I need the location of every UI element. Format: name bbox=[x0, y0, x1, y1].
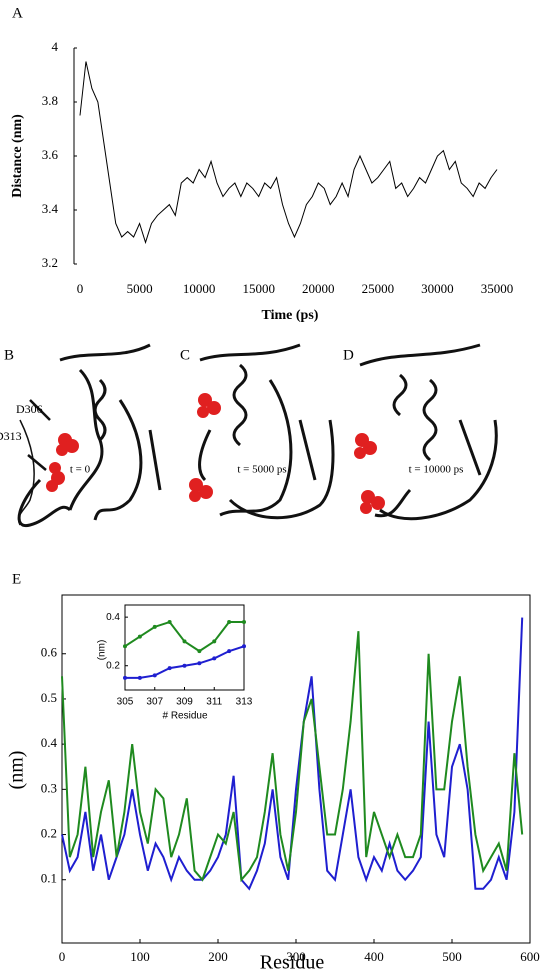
marker bbox=[197, 661, 202, 666]
x-tick-label: 309 bbox=[176, 697, 193, 708]
marker bbox=[182, 663, 187, 668]
marker bbox=[227, 649, 232, 654]
x-tick-label: 311 bbox=[206, 697, 222, 708]
x-tick-label: 5000 bbox=[127, 281, 153, 296]
x-tick-label: 305 bbox=[117, 697, 134, 708]
x-tick-label: 10000 bbox=[183, 281, 216, 296]
marker bbox=[137, 634, 142, 639]
y-axis-label: (nm) bbox=[97, 640, 108, 661]
residue-spheres bbox=[46, 393, 385, 514]
panel-label: E bbox=[12, 571, 21, 587]
structure-c bbox=[198, 343, 335, 520]
annotation: D306 bbox=[16, 402, 43, 416]
x-tick-label: 100 bbox=[130, 949, 150, 964]
marker bbox=[182, 639, 187, 644]
marker bbox=[227, 620, 232, 624]
caption: t = 10000 ps bbox=[409, 464, 464, 476]
structure-b bbox=[17, 343, 162, 527]
panel-label: C bbox=[180, 347, 190, 363]
y-tick-label: 0.4 bbox=[106, 612, 120, 623]
structure-d bbox=[359, 343, 498, 521]
x-tick-label: 400 bbox=[364, 949, 384, 964]
x-tick-label: 20000 bbox=[302, 281, 335, 296]
y-tick-label: 0.3 bbox=[41, 780, 57, 795]
x-tick-label: 30000 bbox=[421, 281, 454, 296]
y-tick-label: 0.4 bbox=[41, 735, 58, 750]
y-axis-label: (nm) bbox=[6, 751, 28, 790]
marker bbox=[123, 644, 127, 649]
panel-label: B bbox=[4, 347, 14, 363]
y-tick-label: 0.6 bbox=[41, 645, 58, 660]
x-tick-label: 500 bbox=[442, 949, 462, 964]
x-axis-label: # Residue bbox=[162, 711, 207, 722]
y-axis-label: Distance (nm) bbox=[10, 114, 25, 198]
panel-label: D bbox=[343, 347, 354, 363]
x-tick-label: 300 bbox=[286, 949, 306, 964]
x-tick-label: 35000 bbox=[481, 281, 514, 296]
marker bbox=[167, 666, 172, 671]
x-tick-label: 25000 bbox=[362, 281, 395, 296]
x-axis-label: Residue bbox=[260, 952, 325, 973]
y-tick-label: 3.6 bbox=[42, 147, 59, 162]
x-tick-label: 600 bbox=[520, 949, 540, 964]
y-tick-label: 0.1 bbox=[41, 871, 57, 886]
y-tick-label: 0.5 bbox=[41, 690, 57, 705]
line bbox=[61, 631, 524, 883]
panel-label: A bbox=[12, 5, 23, 21]
x-tick-label: 313 bbox=[236, 697, 253, 708]
marker bbox=[242, 620, 246, 624]
y-tick-label: 4 bbox=[52, 39, 59, 54]
y-tick-label: 3.8 bbox=[42, 93, 58, 108]
y-tick-label: 0.2 bbox=[106, 660, 120, 671]
x-tick-label: 15000 bbox=[242, 281, 275, 296]
annotation: D313 bbox=[0, 429, 22, 443]
x-tick-label: 307 bbox=[146, 697, 163, 708]
x-axis-label: Time (ps) bbox=[262, 308, 319, 323]
marker bbox=[212, 639, 217, 644]
marker bbox=[242, 644, 246, 649]
y-tick-label: 0.2 bbox=[41, 826, 57, 841]
y-tick-label: 3.4 bbox=[42, 201, 59, 216]
marker bbox=[137, 675, 142, 680]
x-tick-label: 0 bbox=[77, 281, 84, 296]
marker bbox=[152, 673, 157, 678]
marker bbox=[197, 649, 202, 654]
y-tick-label: 3.2 bbox=[42, 255, 58, 270]
marker bbox=[167, 620, 172, 624]
marker bbox=[123, 675, 127, 680]
line bbox=[79, 61, 498, 245]
caption: t = 5000 ps bbox=[237, 464, 286, 476]
caption: t = 0 bbox=[70, 464, 91, 476]
marker bbox=[152, 624, 157, 629]
marker bbox=[212, 656, 217, 661]
x-tick-label: 200 bbox=[208, 949, 228, 964]
x-tick-label: 0 bbox=[59, 949, 66, 964]
